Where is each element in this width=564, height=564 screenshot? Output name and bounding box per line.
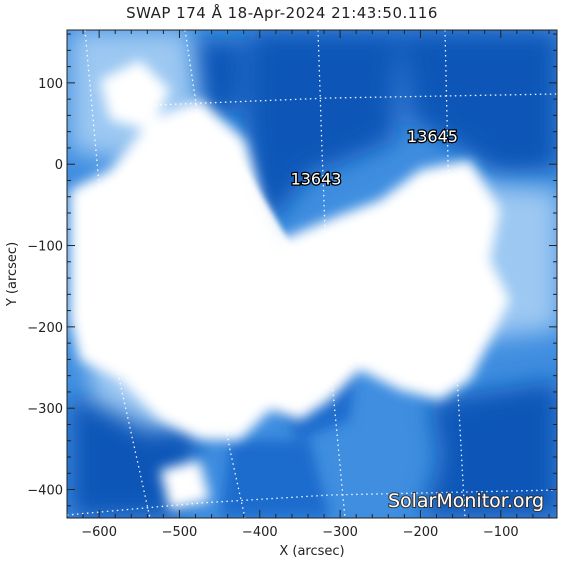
- y-tick-label: −300: [27, 402, 63, 417]
- y-tick-label: 0: [55, 158, 63, 173]
- y-tick-label: −400: [27, 484, 63, 499]
- x-tick-label: −300: [322, 525, 358, 540]
- x-tick-label: −200: [403, 525, 439, 540]
- euv-image: [67, 30, 557, 518]
- watermark-solarmonitor: SolarMonitor.org: [388, 490, 544, 512]
- y-tick-label: 100: [38, 77, 63, 92]
- x-tick-label: −100: [483, 525, 519, 540]
- plot-frame: [66, 29, 558, 519]
- image-title: SWAP 174 Å 18-Apr-2024 21:43:50.116: [126, 4, 438, 22]
- axis-ticks: [66, 30, 557, 518]
- x-tick-label: −500: [162, 525, 198, 540]
- active-region-labels: 13643 13645: [289, 126, 459, 190]
- y-tick-label: −100: [27, 240, 63, 255]
- x-axis-label: X (arcsec): [279, 544, 344, 559]
- active-region-label-13643: 13643: [291, 170, 342, 189]
- y-tick-label: −200: [27, 321, 63, 336]
- axis-tick-labels: −600 −500 −400 −300 −200 −100 100 0 −100 −200 −300…: [27, 77, 518, 540]
- x-tick-label: −400: [242, 525, 278, 540]
- x-tick-label: −600: [81, 525, 117, 540]
- y-axis-label: Y (arcsec): [5, 242, 20, 307]
- active-region-label-13645: 13645: [407, 127, 458, 146]
